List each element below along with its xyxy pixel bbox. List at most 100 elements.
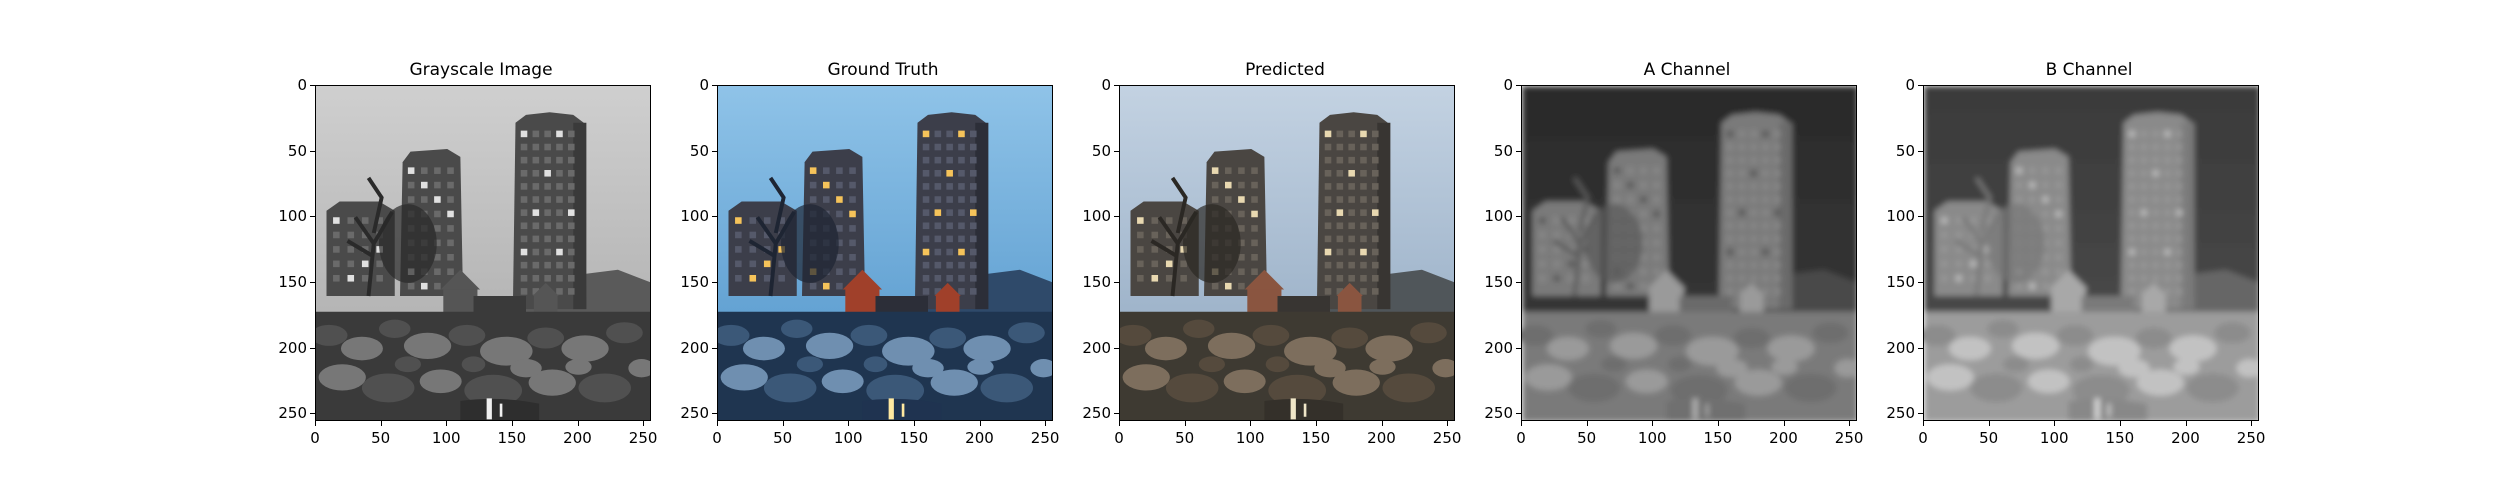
- y-tick-label: 100: [1886, 207, 1915, 226]
- x-tick-label: 250: [1432, 429, 1462, 447]
- y-tick-mark: [1918, 347, 1923, 349]
- x-tick-label: 200: [965, 429, 994, 447]
- y-tick-label: 200: [1484, 338, 1513, 357]
- panel-title: B Channel: [2045, 60, 2133, 80]
- x-tick-label: 100: [2039, 429, 2069, 447]
- y-tick-mark: [310, 347, 315, 349]
- y-tick-mark: [1114, 281, 1119, 283]
- image-ground-truth: [717, 85, 1053, 421]
- y-tick-mark: [1516, 281, 1521, 283]
- x-tick-label: 50: [1577, 429, 1597, 447]
- x-tick-label: 50: [371, 429, 391, 447]
- x-tick-mark: [848, 421, 850, 426]
- x-tick-label: 100: [431, 429, 461, 447]
- x-tick-mark: [2119, 421, 2121, 426]
- y-tick-mark: [310, 150, 315, 152]
- x-tick-label: 150: [2105, 429, 2135, 447]
- x-tick-label: 150: [1703, 429, 1733, 447]
- y-tick-label: 50: [689, 141, 709, 160]
- x-tick-label: 0: [1114, 429, 1124, 447]
- x-tick-mark: [2054, 421, 2056, 426]
- x-tick-mark: [1447, 421, 1449, 426]
- x-tick-label: 250: [2236, 429, 2266, 447]
- y-tick-mark: [712, 216, 717, 218]
- x-tick-mark: [1783, 421, 1785, 426]
- x-tick-mark: [446, 421, 448, 426]
- image-a-channel: [1521, 85, 1857, 421]
- panel-predicted: Predicted 0 50 100 150 200 250 0 50 100 150 200 250: [1082, 60, 1475, 460]
- y-tick-label: 50: [287, 141, 307, 160]
- x-tick-label: 200: [2171, 429, 2200, 447]
- y-tick-label: 200: [1082, 338, 1111, 357]
- image-predicted: [1119, 85, 1455, 421]
- y-tick-mark: [1918, 216, 1923, 218]
- y-tick-label: 200: [680, 338, 709, 357]
- x-tick-label: 200: [1367, 429, 1396, 447]
- x-tick-mark: [717, 421, 718, 426]
- x-tick-mark: [1586, 421, 1588, 426]
- y-tick-label: 50: [1895, 141, 1915, 160]
- x-tick-label: 0: [310, 429, 320, 447]
- x-tick-mark: [913, 421, 915, 426]
- y-tick-mark: [712, 347, 717, 349]
- y-tick-label: 0: [297, 76, 307, 94]
- panel-title: Grayscale Image: [409, 60, 553, 80]
- x-tick-mark: [2251, 421, 2253, 426]
- y-tick-label: 100: [1082, 207, 1111, 226]
- y-tick-mark: [1516, 85, 1521, 86]
- y-tick-label: 100: [278, 207, 307, 226]
- y-tick-label: 150: [278, 272, 307, 291]
- y-tick-mark: [1114, 347, 1119, 349]
- y-tick-mark: [310, 85, 315, 86]
- y-tick-mark: [1918, 150, 1923, 152]
- y-tick-label: 150: [1886, 272, 1915, 291]
- y-tick-mark: [1918, 85, 1923, 86]
- x-tick-label: 150: [497, 429, 527, 447]
- panel-a-channel: A Channel 0 50 100 150 200 250 0 50 100 150 200 250: [1484, 60, 1877, 460]
- x-tick-mark: [1652, 421, 1654, 426]
- panel-title: Ground Truth: [827, 60, 939, 80]
- y-tick-mark: [712, 281, 717, 283]
- image-b-channel: [1923, 85, 2259, 421]
- y-tick-mark: [1516, 413, 1521, 415]
- x-tick-mark: [315, 421, 316, 426]
- x-tick-label: 250: [628, 429, 658, 447]
- y-tick-mark: [712, 150, 717, 152]
- x-tick-label: 0: [1918, 429, 1928, 447]
- y-tick-label: 50: [1493, 141, 1513, 160]
- x-tick-label: 100: [1235, 429, 1265, 447]
- x-tick-mark: [979, 421, 981, 426]
- x-tick-label: 0: [1516, 429, 1526, 447]
- x-tick-mark: [643, 421, 645, 426]
- y-tick-mark: [1114, 150, 1119, 152]
- y-tick-label: 250: [1886, 404, 1915, 423]
- x-tick-mark: [1250, 421, 1252, 426]
- x-tick-mark: [1521, 421, 1522, 426]
- x-tick-label: 250: [1834, 429, 1864, 447]
- x-tick-mark: [1119, 421, 1120, 426]
- y-tick-mark: [310, 281, 315, 283]
- y-tick-mark: [1516, 347, 1521, 349]
- x-tick-mark: [1988, 421, 1990, 426]
- x-tick-mark: [2185, 421, 2187, 426]
- y-tick-label: 200: [278, 338, 307, 357]
- y-tick-label: 250: [1484, 404, 1513, 423]
- y-tick-label: 0: [1905, 76, 1915, 94]
- x-tick-mark: [1381, 421, 1383, 426]
- y-tick-label: 150: [1082, 272, 1111, 291]
- x-tick-label: 50: [1175, 429, 1195, 447]
- x-tick-label: 100: [833, 429, 863, 447]
- y-tick-label: 250: [1082, 404, 1111, 423]
- x-tick-mark: [1717, 421, 1719, 426]
- y-tick-label: 50: [1091, 141, 1111, 160]
- panel-b-channel: B Channel 0 50 100 150 200 250 0 50 100 150 200 250: [1886, 60, 2279, 460]
- x-tick-label: 200: [1769, 429, 1798, 447]
- y-tick-label: 0: [1503, 76, 1513, 94]
- x-tick-label: 100: [1637, 429, 1667, 447]
- x-tick-mark: [1045, 421, 1047, 426]
- x-tick-mark: [577, 421, 579, 426]
- y-tick-mark: [712, 85, 717, 86]
- x-tick-mark: [782, 421, 784, 426]
- y-tick-label: 0: [1101, 76, 1111, 94]
